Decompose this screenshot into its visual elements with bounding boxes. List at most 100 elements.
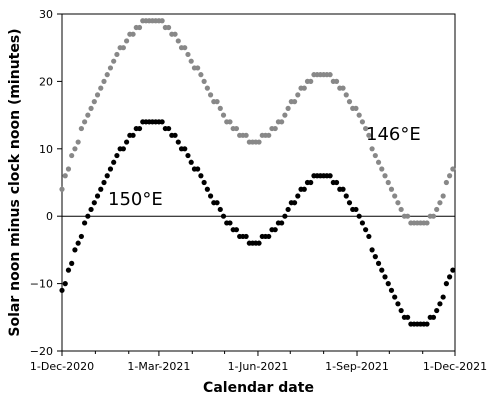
data-point-146e xyxy=(291,99,298,105)
data-point-150e xyxy=(266,233,272,240)
data-point-150e xyxy=(369,247,375,253)
data-point-146e xyxy=(101,78,107,84)
data-point-150e xyxy=(165,125,172,132)
data-point-146e xyxy=(379,166,385,172)
y-tick-label: 20 xyxy=(39,75,53,88)
data-point-146e xyxy=(159,18,165,24)
data-point-150e xyxy=(424,321,430,327)
data-point-150e xyxy=(243,233,249,240)
data-point-150e xyxy=(59,287,65,293)
x-tick-label: 1-Jun-2021 xyxy=(228,360,289,373)
data-point-150e xyxy=(88,206,94,213)
y-tick-label: −10 xyxy=(30,278,53,291)
data-point-146e xyxy=(172,31,178,37)
data-point-150e xyxy=(175,139,181,145)
data-point-150e xyxy=(450,267,456,273)
data-point-146e xyxy=(195,65,201,71)
data-point-150e xyxy=(282,213,288,219)
data-point-150e xyxy=(91,200,97,206)
data-point-146e xyxy=(78,125,84,132)
data-point-146e xyxy=(434,206,440,213)
data-point-146e xyxy=(91,99,97,105)
data-point-150e xyxy=(333,179,340,186)
data-point-146e xyxy=(75,139,81,145)
data-point-150e xyxy=(217,206,223,213)
data-point-150e xyxy=(94,193,101,199)
data-point-146e xyxy=(308,78,314,84)
data-point-150e xyxy=(120,146,126,152)
data-point-146e xyxy=(124,38,130,44)
data-point-146e xyxy=(363,125,369,132)
data-point-150e xyxy=(434,307,440,314)
data-point-150e xyxy=(340,186,346,192)
data-point-150e xyxy=(430,314,437,320)
y-tick-label: 10 xyxy=(39,143,53,156)
data-point-150e xyxy=(101,179,107,186)
data-point-150e xyxy=(405,314,411,320)
data-point-146e xyxy=(333,78,340,84)
data-point-150e xyxy=(382,274,388,280)
y-tick-label: 30 xyxy=(39,8,53,21)
data-point-146e xyxy=(440,193,446,199)
data-point-150e xyxy=(107,166,114,172)
data-point-150e xyxy=(272,227,278,233)
data-point-150e xyxy=(379,267,385,273)
data-point-146e xyxy=(59,186,65,192)
data-point-146e xyxy=(85,112,91,118)
data-point-150e xyxy=(440,294,446,300)
data-point-146e xyxy=(94,92,101,98)
data-point-146e xyxy=(295,92,301,98)
data-point-146e xyxy=(327,72,333,78)
data-point-146e xyxy=(443,179,449,186)
data-point-150e xyxy=(366,233,372,240)
data-point-146e xyxy=(285,105,291,111)
data-point-146e xyxy=(256,139,262,145)
data-point-150e xyxy=(353,206,359,213)
data-point-146e xyxy=(369,146,375,152)
data-point-146e xyxy=(69,152,75,159)
data-point-146e xyxy=(243,132,249,138)
data-point-150e xyxy=(65,267,72,273)
data-point-146e xyxy=(272,125,278,132)
data-point-150e xyxy=(392,294,398,300)
series-label-150e: 150°E xyxy=(108,189,163,210)
data-point-146e xyxy=(198,72,204,78)
data-point-150e xyxy=(172,132,178,138)
data-point-146e xyxy=(185,51,191,58)
data-point-150e xyxy=(301,186,307,192)
series-label-146e: 146°E xyxy=(366,124,421,145)
data-point-150e xyxy=(447,274,453,280)
data-point-146e xyxy=(340,85,346,91)
data-point-146e xyxy=(217,105,223,111)
data-point-150e xyxy=(75,240,81,246)
data-point-146e xyxy=(356,112,362,118)
data-point-146e xyxy=(447,173,453,179)
data-point-146e xyxy=(182,45,188,51)
data-point-150e xyxy=(78,233,84,240)
data-point-146e xyxy=(424,220,430,226)
data-point-150e xyxy=(437,301,443,307)
data-point-150e xyxy=(279,220,285,226)
data-point-146e xyxy=(353,105,359,111)
data-point-146e xyxy=(437,200,443,206)
data-point-146e xyxy=(279,119,285,125)
data-point-150e xyxy=(188,159,194,165)
data-point-150e xyxy=(227,220,233,226)
data-point-150e xyxy=(343,193,349,199)
data-point-146e xyxy=(111,58,117,64)
data-point-146e xyxy=(372,152,378,159)
data-point-146e xyxy=(359,119,366,125)
data-point-150e xyxy=(363,227,369,233)
data-point-150e xyxy=(69,260,75,266)
data-point-150e xyxy=(388,287,395,293)
plot-frame xyxy=(61,13,456,352)
data-point-150e xyxy=(295,193,301,199)
data-point-146e xyxy=(62,173,68,179)
data-point-146e xyxy=(375,159,382,165)
data-point-150e xyxy=(72,247,78,253)
data-point-150e xyxy=(111,159,117,165)
data-point-150e xyxy=(359,220,366,226)
data-point-146e xyxy=(104,72,110,78)
data-point-150e xyxy=(136,125,143,132)
